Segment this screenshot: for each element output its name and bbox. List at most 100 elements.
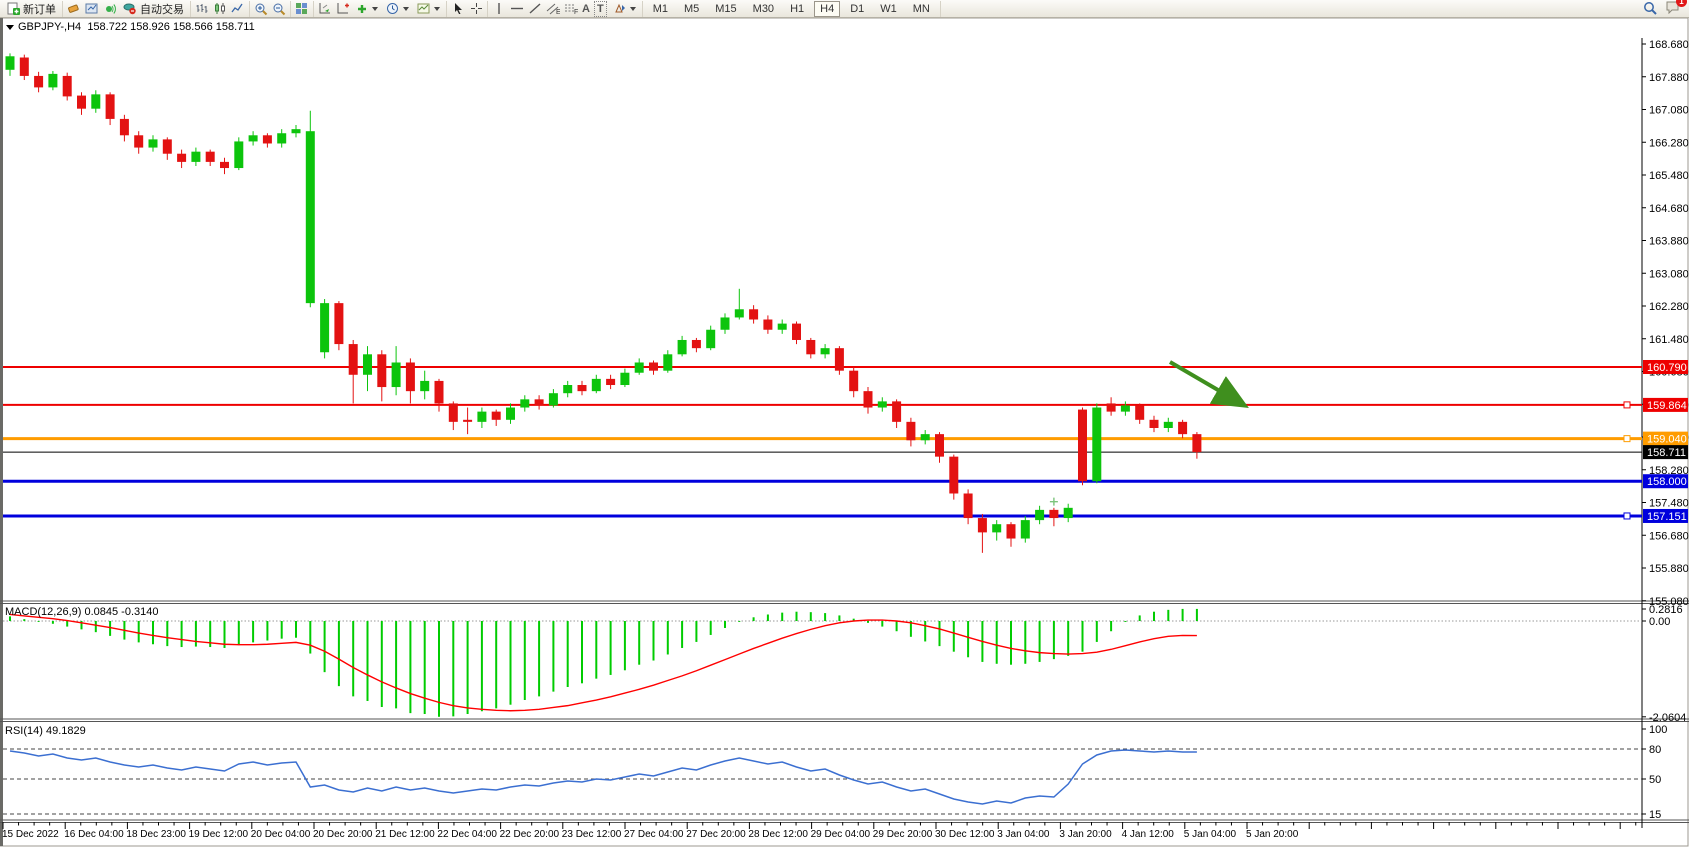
timeframe-button-M1[interactable]: M1 (652, 2, 668, 15)
time-axis-label: 22 Dec 20:00 (500, 829, 560, 840)
candle-body (77, 95, 86, 109)
new-order-button[interactable]: 新订单 (4, 1, 58, 16)
candle-body (920, 434, 930, 441)
period-clock-dropdown[interactable] (384, 1, 411, 16)
candle-body (1092, 407, 1102, 482)
candle-body (162, 139, 172, 154)
text-tool-icon[interactable]: A (582, 2, 590, 15)
timeframe-button-M5[interactable]: M5 (683, 2, 700, 15)
search-icon[interactable] (1643, 2, 1657, 16)
level-handle-159.040[interactable] (1623, 435, 1631, 443)
candle-body (1120, 405, 1130, 412)
candlestick-chart-icon[interactable] (213, 2, 227, 16)
signals-icon[interactable] (103, 2, 117, 16)
vertical-line-tool-icon[interactable] (492, 2, 506, 16)
candle-body (1035, 509, 1045, 521)
candle-body (262, 135, 272, 144)
arrows-tool-caret (629, 6, 636, 11)
timeframe-button-M30[interactable]: M30 (752, 2, 775, 15)
zoom-in-icon[interactable] (254, 2, 268, 16)
crosshair-icon[interactable] (469, 2, 483, 16)
candle-body (1135, 405, 1145, 420)
time-axis-label: 15 Dec 2022 (2, 829, 59, 840)
time-axis-label: 20 Dec 20:00 (313, 829, 373, 840)
candle-body (348, 344, 358, 375)
candle-body (591, 378, 601, 392)
level-handle-157.151[interactable] (1623, 512, 1631, 520)
candle-body (320, 303, 330, 353)
rsi-indicator-label: RSI(14) 49.1829 (5, 725, 86, 737)
time-axis-label: 5 Jan 20:00 (1246, 829, 1299, 840)
charts-window-icon[interactable] (85, 2, 99, 16)
price-tick-label: 164.680 (1649, 203, 1689, 215)
timeframe-button-D1[interactable]: D1 (850, 2, 865, 15)
price-tick-label: 155.080 (1649, 596, 1689, 608)
timeframe-button-H4[interactable]: H4 (814, 0, 841, 17)
cursor-icon[interactable] (451, 2, 465, 16)
time-axis-label: 5 Jan 04:00 (1184, 829, 1237, 840)
indicator-add-icon[interactable] (336, 2, 350, 16)
annotation-arrow[interactable] (1168, 360, 1249, 409)
toolbar-right: 1 (1643, 0, 1689, 17)
chart-window[interactable]: 168.680 167.880 167.080 166.280 165.480 164.6… (0, 17, 1689, 858)
indicators-window-icon[interactable] (318, 2, 332, 16)
candle-body (1063, 507, 1073, 519)
candle-body (405, 362, 415, 392)
toolbar-group-indicators (314, 0, 447, 17)
notifications-button[interactable]: 1 (1665, 0, 1687, 17)
horizontal-line-tool-icon[interactable] (510, 2, 524, 16)
add-indicator-dropdown[interactable] (354, 1, 380, 16)
candle-body (677, 339, 687, 355)
timeframe-button-H1[interactable]: H1 (790, 2, 805, 15)
macd-tick-label: 0.00 (1649, 616, 1670, 628)
horizontal-level-lines[interactable] (3, 365, 1642, 520)
time-axis-label: 21 Dec 12:00 (375, 829, 435, 840)
candle-body (434, 380, 444, 404)
bar-chart-icon[interactable] (195, 2, 209, 16)
price-badge-159.864 (1643, 397, 1688, 412)
line-chart-icon[interactable] (231, 2, 245, 16)
candle-body (62, 75, 72, 97)
time-axis-label: 22 Dec 04:00 (437, 829, 497, 840)
eraser-icon[interactable] (67, 2, 81, 16)
candle-body (834, 348, 844, 371)
toolbar-group-zoom (250, 0, 291, 17)
notification-badge: 1 (1676, 0, 1687, 7)
arrows-tool-dropdown[interactable] (611, 1, 638, 16)
level-handle-159.864[interactable] (1623, 401, 1631, 409)
chart-menu-caret[interactable] (6, 25, 14, 30)
candle-body (849, 370, 859, 392)
auto-trading-button[interactable]: 自动交易 (121, 1, 186, 16)
timeframe-button-MN[interactable]: MN (912, 2, 930, 15)
time-axis-label: 19 Dec 12:00 (189, 829, 249, 840)
new-order-icon (6, 2, 20, 16)
timeframe-button-M15[interactable]: M15 (715, 2, 737, 15)
zoom-out-icon[interactable] (272, 2, 286, 16)
candle-body (863, 391, 873, 408)
chart-canvas[interactable]: 168.680 167.880 167.080 166.280 165.480 164.6… (0, 17, 1689, 858)
timeframe-button-W1[interactable]: W1 (880, 2, 897, 15)
candle-body (892, 401, 902, 422)
price-badge-text: 158.711 (1647, 447, 1686, 459)
trendline-tool-icon[interactable] (528, 2, 542, 16)
channel-tool-icon[interactable]: E (546, 2, 560, 16)
annotations[interactable] (1168, 360, 1249, 409)
template-dropdown[interactable] (415, 1, 442, 16)
toolbar-group-services: 自动交易 (63, 0, 191, 17)
candle-body (877, 401, 887, 408)
time-axis-label: 28 Dec 12:00 (748, 829, 808, 840)
fibonacci-tool-icon[interactable]: F (564, 2, 578, 16)
candle-body (305, 131, 315, 304)
candle-body (91, 94, 101, 109)
text-label-tool-icon[interactable]: T (593, 0, 607, 17)
price-tick-label: 167.080 (1649, 105, 1689, 117)
auto-trading-icon (123, 2, 137, 16)
chart-quote-values: 158.722 158.926 158.566 158.711 (87, 21, 255, 33)
price-tick-label: 163.880 (1649, 236, 1689, 248)
candle-body (906, 421, 916, 441)
tile-windows-icon[interactable] (295, 2, 309, 16)
time-axis-label: 20 Dec 04:00 (251, 829, 311, 840)
timeframe-buttons: M1 M5 M15 M30 H1 H4 D1 W1 MN (643, 0, 941, 17)
candle-body (148, 139, 158, 148)
